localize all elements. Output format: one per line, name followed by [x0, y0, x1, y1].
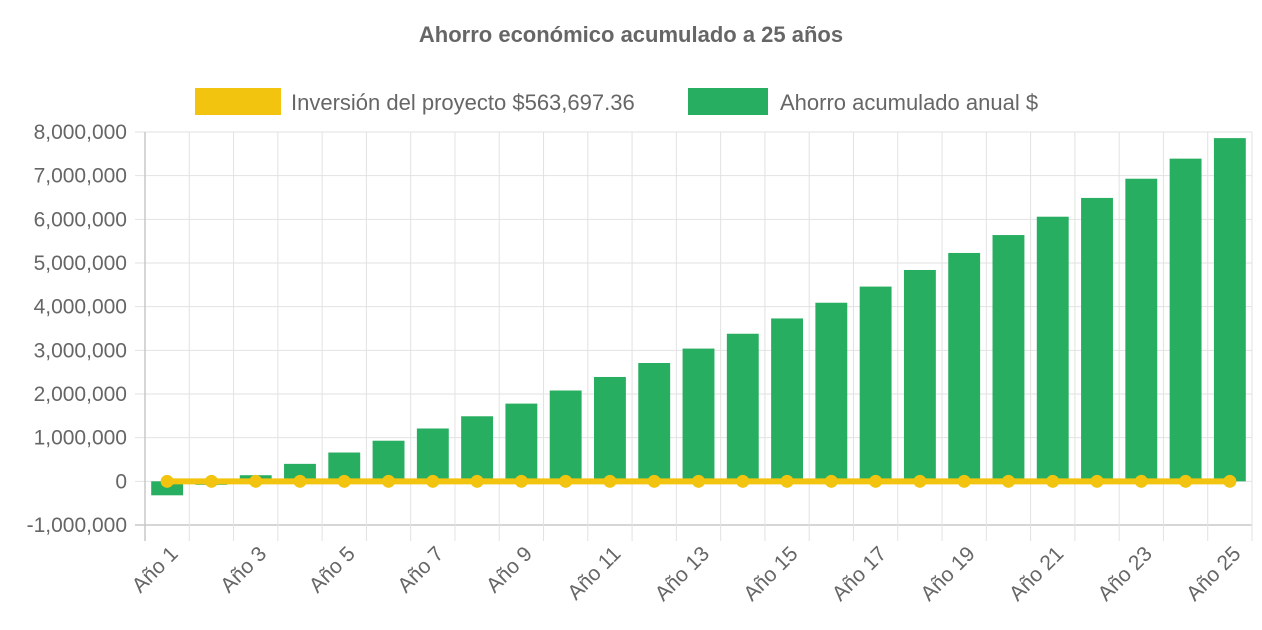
x-tick-label: Año 1 [128, 542, 183, 597]
savings-bars [151, 138, 1246, 496]
x-tick-label: Año 19 [916, 542, 979, 605]
investment-line [160, 474, 1237, 488]
legend-label-investment: Inversión del proyecto $563,697.36 [291, 90, 635, 115]
x-tick-label: Año 5 [305, 542, 360, 597]
y-axis-ticks: 8,000,000 7,000,000 6,000,000 5,000,000 4,00… [27, 121, 127, 537]
savings-bar[interactable] [151, 481, 184, 496]
savings-bar[interactable] [859, 286, 892, 482]
savings-bar[interactable] [1081, 197, 1113, 482]
x-tick-label: Año 17 [828, 542, 891, 605]
y-tick-label: 1,000,000 [34, 427, 127, 450]
investment-point[interactable] [1090, 474, 1104, 488]
savings-bar[interactable] [638, 362, 671, 482]
x-axis-ticks: Año 1 Año 3 Año 5 Año 7 Año 9 Año 11 Año 13 Año… [128, 542, 1246, 605]
savings-bar[interactable] [1169, 158, 1202, 482]
savings-bar[interactable] [1125, 178, 1158, 482]
savings-bar[interactable] [1213, 138, 1246, 482]
savings-bar[interactable] [771, 318, 804, 482]
savings-bar[interactable] [372, 440, 405, 482]
savings-bar[interactable] [284, 463, 316, 482]
investment-point[interactable] [249, 474, 263, 488]
legend-swatch-savings [688, 88, 768, 115]
y-tick-label: 2,000,000 [34, 383, 127, 406]
y-tick-label: 8,000,000 [34, 121, 127, 144]
investment-point[interactable] [1046, 474, 1060, 488]
x-tick-label: Año 15 [739, 542, 802, 605]
investment-point[interactable] [426, 474, 440, 488]
savings-bar[interactable] [815, 302, 848, 482]
savings-bar[interactable] [903, 269, 936, 482]
investment-point[interactable] [736, 474, 750, 488]
savings-bar[interactable] [992, 235, 1025, 482]
investment-point[interactable] [1223, 474, 1237, 488]
x-tick-label: Año 7 [393, 542, 448, 597]
investment-point[interactable] [559, 474, 573, 488]
x-tick-label: Año 3 [216, 542, 271, 597]
savings-bar[interactable] [948, 252, 981, 482]
grid [135, 131, 1253, 541]
investment-point[interactable] [337, 474, 351, 488]
investment-point[interactable] [160, 474, 174, 488]
savings-bar[interactable] [416, 428, 449, 482]
investment-point[interactable] [647, 474, 661, 488]
investment-point[interactable] [824, 474, 838, 488]
y-tick-label: -1,000,000 [27, 514, 127, 537]
y-tick-label: 5,000,000 [34, 252, 127, 275]
savings-bar[interactable] [593, 376, 626, 482]
investment-point[interactable] [1179, 474, 1193, 488]
legend-item-savings[interactable]: Ahorro acumulado anual $ [688, 88, 1038, 115]
investment-point[interactable] [382, 474, 396, 488]
investment-point[interactable] [692, 474, 705, 488]
x-tick-label: Año 21 [1005, 542, 1068, 605]
investment-point[interactable] [514, 474, 528, 488]
legend-swatch-investment [195, 88, 281, 115]
savings-bar[interactable] [1036, 216, 1069, 482]
investment-point[interactable] [603, 474, 617, 488]
x-tick-label: Año 11 [563, 542, 625, 604]
investment-point[interactable] [869, 474, 883, 488]
y-tick-label: 0 [115, 470, 127, 493]
y-tick-label: 6,000,000 [34, 208, 127, 231]
x-tick-label: Año 25 [1182, 542, 1245, 605]
y-tick-label: 4,000,000 [34, 296, 127, 319]
legend-label-savings: Ahorro acumulado anual $ [780, 90, 1038, 115]
savings-bar[interactable] [549, 390, 582, 482]
investment-point[interactable] [1001, 474, 1015, 488]
investment-point[interactable] [293, 474, 307, 488]
x-tick-label: Año 13 [651, 542, 714, 605]
investment-point[interactable] [957, 474, 971, 488]
investment-point[interactable] [913, 474, 927, 488]
x-tick-label: Año 23 [1094, 542, 1157, 605]
y-tick-label: 3,000,000 [34, 339, 127, 362]
legend: Inversión del proyecto $563,697.36 Ahorr… [195, 88, 1038, 115]
legend-item-investment[interactable]: Inversión del proyecto $563,697.36 [195, 88, 635, 115]
y-tick-label: 7,000,000 [34, 165, 127, 188]
investment-point[interactable] [1134, 474, 1148, 488]
savings-bar[interactable] [682, 348, 715, 482]
savings-bar[interactable] [461, 416, 494, 482]
investment-point[interactable] [780, 474, 794, 488]
savings-bar[interactable] [505, 403, 538, 482]
investment-point[interactable] [204, 474, 218, 488]
savings-bar[interactable] [726, 333, 759, 482]
investment-point[interactable] [470, 474, 484, 488]
x-tick-label: Año 9 [482, 542, 537, 597]
chart-title: Ahorro económico acumulado a 25 años [419, 22, 843, 47]
